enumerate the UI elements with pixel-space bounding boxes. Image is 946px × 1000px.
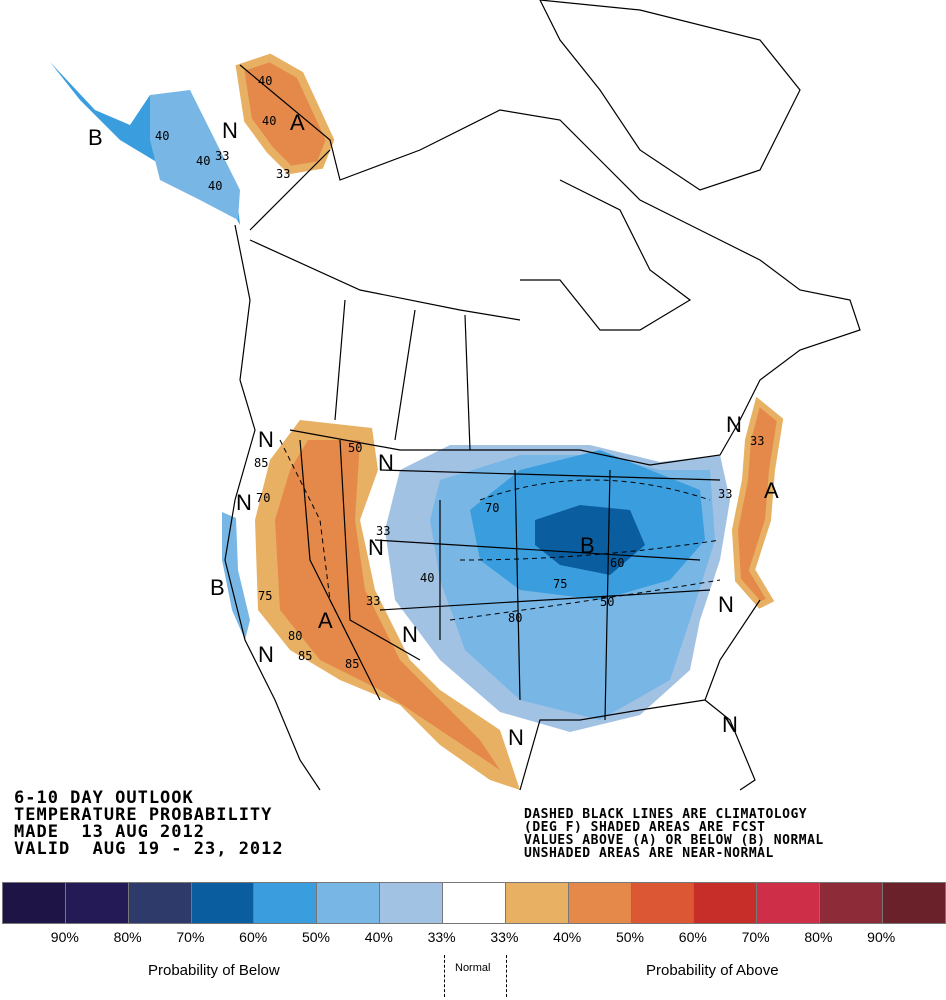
normal-divider bbox=[444, 955, 445, 997]
label-above: A bbox=[764, 478, 779, 503]
contour-label: 33 bbox=[276, 167, 290, 181]
contour-label: 70 bbox=[485, 501, 499, 515]
label-normal: N bbox=[726, 412, 742, 437]
normal-divider bbox=[506, 955, 507, 997]
legend-tick-label: 90% bbox=[50, 929, 79, 945]
legend-swatch bbox=[191, 883, 255, 923]
contour-label: 50 bbox=[600, 595, 614, 609]
label-below: B bbox=[88, 125, 103, 150]
legend-tick-label: 33% bbox=[427, 929, 456, 945]
label-below: B bbox=[580, 533, 595, 558]
map-labels: B N A N N B N N N A N B N A N N N 40 40 … bbox=[88, 74, 779, 750]
contour-label: 60 bbox=[610, 556, 624, 570]
probability-legend bbox=[2, 882, 946, 924]
contour-label: 85 bbox=[254, 456, 268, 470]
normal-caption: Normal bbox=[455, 962, 491, 974]
legend-swatch bbox=[443, 883, 506, 923]
label-normal: N bbox=[402, 622, 418, 647]
legend-swatch bbox=[3, 883, 66, 923]
contour-label: 75 bbox=[258, 589, 272, 603]
label-normal: N bbox=[378, 450, 394, 475]
label-normal: N bbox=[222, 118, 238, 143]
legend-tick-label: 90% bbox=[867, 929, 896, 945]
legend-tick-label: 33% bbox=[490, 929, 519, 945]
legend-tick-label: 50% bbox=[301, 929, 331, 945]
contour-label: 33 bbox=[718, 487, 732, 501]
legend-tick-label: 40% bbox=[364, 929, 393, 945]
map-note: DASHED BLACK LINES ARE CLIMATOLOGY (DEG F… bbox=[524, 808, 824, 860]
note-line: (DEG F) SHADED AREAS ARE FCST bbox=[524, 820, 766, 835]
legend-swatch bbox=[757, 883, 821, 923]
legend-ticks: 90% 80% 70% 60% 50% 40% 33% 33% 40% 50% 60% 70% 80% 9… bbox=[0, 929, 946, 949]
legend-tick-label: 60% bbox=[678, 929, 707, 945]
title-line: TEMPERATURE PROBABILITY bbox=[14, 805, 273, 825]
label-normal: N bbox=[722, 712, 738, 737]
contour-label: 33 bbox=[376, 524, 390, 538]
contour-label: 75 bbox=[553, 577, 567, 591]
below-caption: Probability of Below bbox=[148, 962, 280, 979]
west-above-area bbox=[255, 420, 520, 790]
contour-label: 33 bbox=[215, 149, 229, 163]
legend-swatch bbox=[317, 883, 381, 923]
contour-label: 85 bbox=[345, 657, 359, 671]
title-line: 6-10 DAY OUTLOOK bbox=[14, 788, 194, 808]
climatology-dashed-lines bbox=[279, 439, 721, 661]
contour-label: 33 bbox=[750, 434, 764, 448]
legend-swatch bbox=[505, 883, 569, 923]
label-above: A bbox=[318, 608, 333, 633]
legend-swatch bbox=[128, 883, 192, 923]
note-line: VALUES ABOVE (A) OR BELOW (B) NORMAL bbox=[524, 833, 824, 848]
legend-swatch bbox=[65, 883, 129, 923]
contour-label: 40 bbox=[155, 129, 169, 143]
above-caption: Probability of Above bbox=[646, 962, 779, 979]
legend-tick-label: 40% bbox=[553, 929, 582, 945]
label-normal: N bbox=[258, 427, 274, 452]
central-below-area bbox=[385, 445, 730, 732]
yukon-above-area bbox=[235, 53, 335, 175]
made-date: MADE 13 AUG 2012 bbox=[14, 822, 205, 842]
valid-dates: VALID AUG 19 - 23, 2012 bbox=[14, 839, 284, 859]
legend-swatch bbox=[820, 883, 884, 923]
outlook-title: 6-10 DAY OUTLOOK TEMPERATURE PROBABILITY M… bbox=[14, 790, 284, 858]
legend-tick-label: 70% bbox=[176, 929, 205, 945]
contour-label: 40 bbox=[262, 114, 276, 128]
legend-tick-label: 50% bbox=[615, 929, 645, 945]
label-normal: N bbox=[258, 642, 274, 667]
contour-label: 40 bbox=[208, 179, 222, 193]
label-normal: N bbox=[368, 535, 384, 560]
label-normal: N bbox=[718, 592, 734, 617]
map-outlines bbox=[224, 0, 861, 791]
label-above: A bbox=[290, 110, 305, 135]
legend-tick-label: 80% bbox=[113, 929, 142, 945]
legend-tick-label: 70% bbox=[741, 929, 770, 945]
note-line: DASHED BLACK LINES ARE CLIMATOLOGY bbox=[524, 807, 808, 822]
contour-label: 80 bbox=[288, 629, 302, 643]
contour-label: 70 bbox=[256, 491, 270, 505]
label-below: B bbox=[210, 575, 225, 600]
legend-tick-label: 60% bbox=[239, 929, 268, 945]
legend-tick-label: 80% bbox=[804, 929, 833, 945]
legend-swatch bbox=[254, 883, 318, 923]
east-coast-above-area bbox=[731, 396, 784, 609]
note-line: UNSHADED AREAS ARE NEAR-NORMAL bbox=[524, 846, 774, 861]
legend-swatch bbox=[694, 883, 758, 923]
legend-swatch bbox=[883, 883, 945, 923]
contour-label: 50 bbox=[348, 441, 362, 455]
legend-swatch bbox=[631, 883, 695, 923]
label-normal: N bbox=[236, 490, 252, 515]
contour-label: 85 bbox=[298, 649, 312, 663]
legend-swatch bbox=[568, 883, 632, 923]
label-normal: N bbox=[508, 725, 524, 750]
alaska-below-area bbox=[50, 62, 240, 225]
outlook-map: B N A N N B N N N A N B N A N N N 40 40 … bbox=[50, 0, 861, 791]
contour-label: 40 bbox=[258, 74, 272, 88]
contour-label: 33 bbox=[366, 594, 380, 608]
west-coast-below-area bbox=[222, 512, 250, 640]
contour-label: 40 bbox=[420, 571, 434, 585]
contour-label: 80 bbox=[508, 611, 522, 625]
legend-swatch bbox=[380, 883, 444, 923]
contour-label: 40 bbox=[196, 154, 210, 168]
